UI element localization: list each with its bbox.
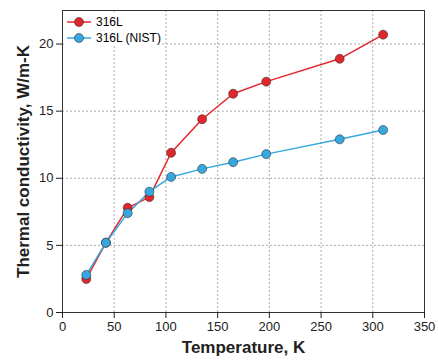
html-text:316L: 316L (96, 15, 123, 29)
svg-text:0: 0 (59, 319, 66, 334)
svg-text:150: 150 (207, 319, 229, 334)
svg-text:200: 200 (259, 319, 281, 334)
svg-text:300: 300 (362, 319, 384, 334)
svg-text:15: 15 (39, 103, 53, 118)
svg-text:350: 350 (414, 319, 436, 334)
html-text:316L (NIST): 316L (NIST) (96, 31, 161, 45)
svg-text:0: 0 (46, 305, 53, 320)
svg-text:10: 10 (39, 170, 53, 185)
svg-text:250: 250 (310, 319, 332, 334)
svg-text:Temperature, K: Temperature, K (182, 338, 306, 357)
svg-text:5: 5 (46, 238, 53, 253)
svg-text:Thermal conductivity, W/m-K: Thermal conductivity, W/m-K (14, 44, 33, 278)
svg-text:50: 50 (107, 319, 121, 334)
svg-text:20: 20 (39, 36, 53, 51)
svg-text:100: 100 (155, 319, 177, 334)
